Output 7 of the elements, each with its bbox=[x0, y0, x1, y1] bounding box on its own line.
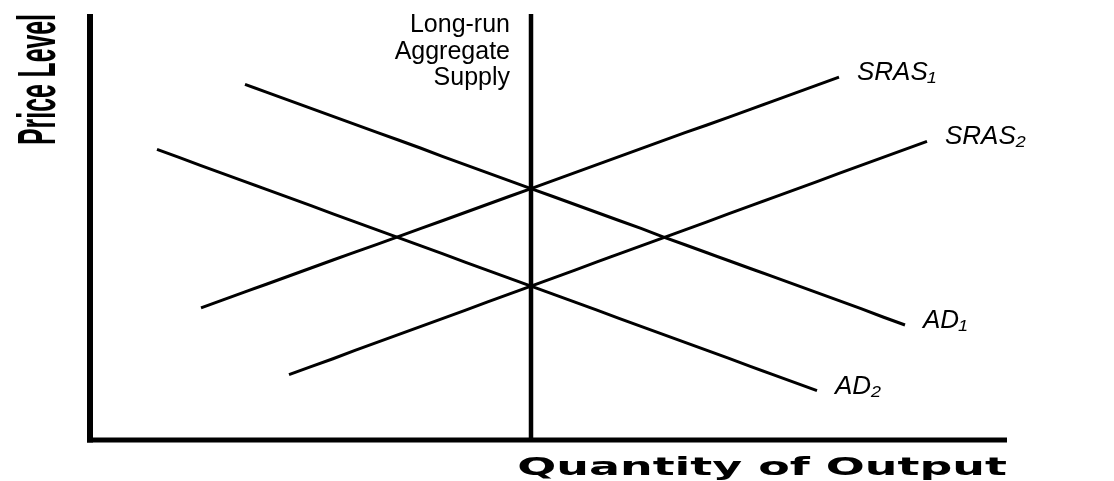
y-axis-title: Price Level bbox=[6, 14, 67, 145]
x-axis-title: Quantity of Output bbox=[517, 452, 1007, 481]
series-label: SRAS₂ bbox=[945, 120, 1026, 151]
annotation: Long-run Aggregate Supply bbox=[394, 9, 511, 90]
series-label: SRAS₁ bbox=[857, 56, 937, 87]
series-label: AD₂ bbox=[833, 369, 882, 400]
series-label: AD₁ bbox=[921, 303, 968, 334]
